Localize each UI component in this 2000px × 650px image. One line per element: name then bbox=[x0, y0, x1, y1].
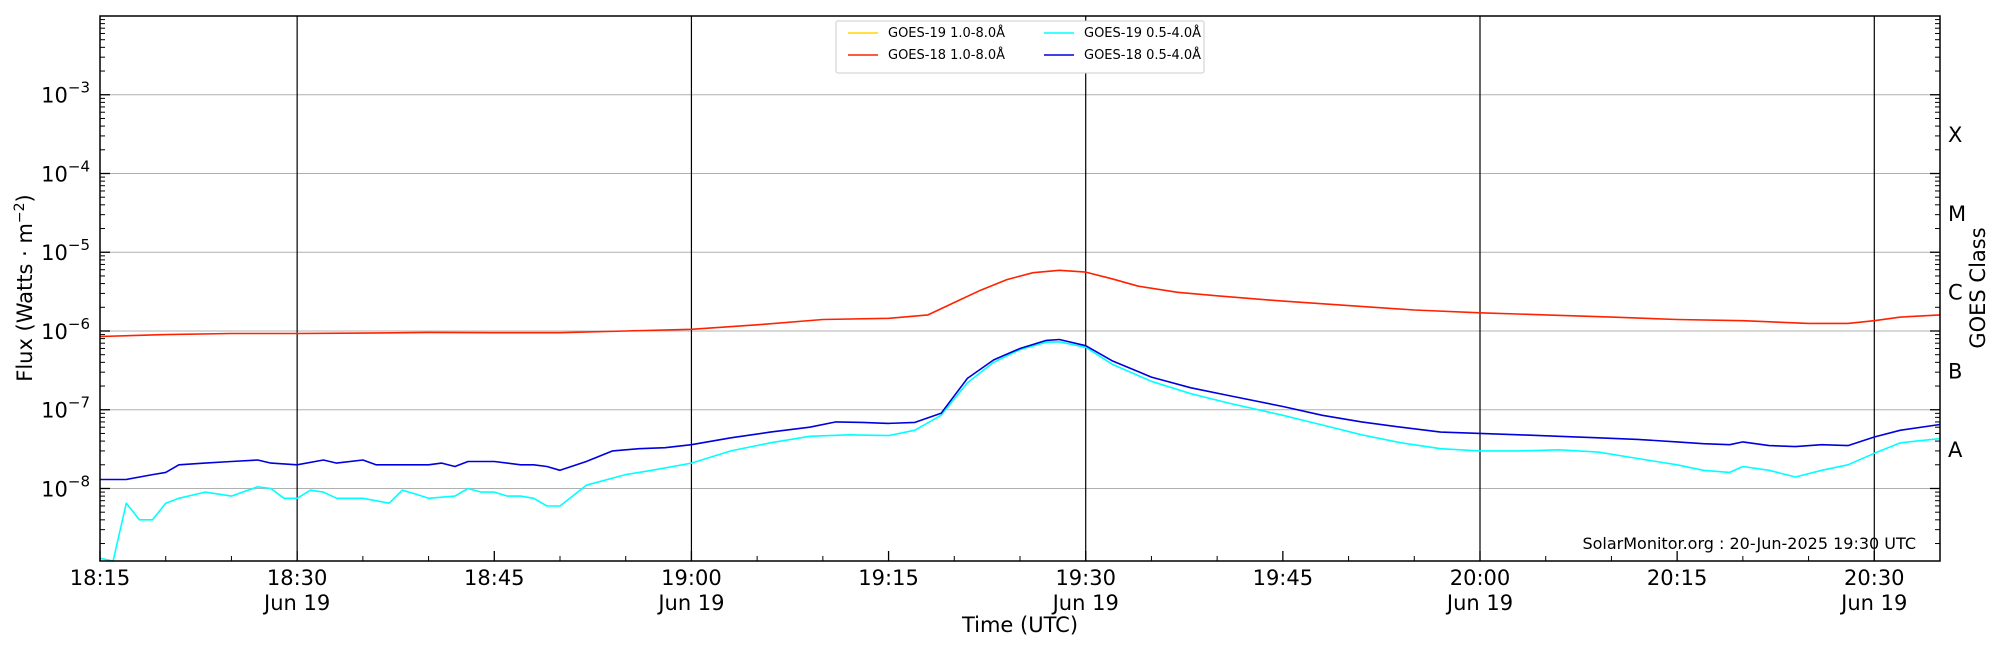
x-tick-label: 20:00 bbox=[1450, 566, 1511, 590]
y-tick-exponent: −3 bbox=[68, 79, 90, 97]
y-tick-label: 10−3 bbox=[41, 79, 90, 108]
y-tick-exponent: −4 bbox=[68, 157, 90, 175]
x-tick-label: 20:15 bbox=[1647, 566, 1708, 590]
y-tick-mantissa: 10 bbox=[41, 241, 68, 265]
x-tick-label: 18:30 bbox=[267, 566, 328, 590]
y-tick-exponent: −5 bbox=[68, 236, 90, 254]
y-tick-exponent: −6 bbox=[68, 315, 90, 333]
goes-class-label-c: C bbox=[1948, 281, 1963, 305]
plot-frame bbox=[99, 15, 1941, 562]
legend-entry: GOES-19 0.5-4.0Å bbox=[1084, 25, 1201, 41]
goes-class-label-x: X bbox=[1948, 123, 1962, 147]
legend-entry: GOES-19 1.0-8.0Å bbox=[888, 25, 1005, 41]
goes-class-label-b: B bbox=[1948, 359, 1962, 383]
y-axis-title: Flux (Watts · m−2) bbox=[12, 194, 37, 382]
goes-class-label-m: M bbox=[1948, 202, 1966, 226]
series-line-1 bbox=[99, 340, 1941, 562]
legend-entry: GOES-18 0.5-4.0Å bbox=[1084, 47, 1201, 63]
y-tick-mantissa: 10 bbox=[41, 162, 68, 186]
goes-class-labels: A B C M X bbox=[1948, 123, 1966, 462]
y-tick-labels: 10−810−710−610−510−410−3 bbox=[41, 79, 90, 502]
x-axis-title: Time (UTC) bbox=[961, 613, 1078, 637]
y-tick-exponent: −7 bbox=[68, 394, 90, 412]
y-tick-label: 10−7 bbox=[41, 394, 90, 423]
x-tick-date-label: Jun 19 bbox=[656, 591, 724, 615]
x-tick-label: 19:00 bbox=[661, 566, 722, 590]
y-axis-title-sup: −2 bbox=[12, 202, 28, 223]
y-tick-label: 10−5 bbox=[41, 236, 90, 265]
x-tick-label: 19:30 bbox=[1055, 566, 1116, 590]
y-tick-mantissa: 10 bbox=[41, 477, 68, 501]
x-tick-date-label: Jun 19 bbox=[262, 591, 330, 615]
x-tick-date-label: Jun 19 bbox=[1445, 591, 1513, 615]
x-tick-label: 18:45 bbox=[464, 566, 525, 590]
x-tick-date-label: Jun 19 bbox=[1051, 591, 1119, 615]
series-layer bbox=[99, 269, 1941, 562]
goes-class-label-a: A bbox=[1948, 438, 1963, 462]
y-tick-label: 10−8 bbox=[41, 472, 90, 501]
y-tick-label: 10−4 bbox=[41, 157, 90, 186]
legend: GOES-19 1.0-8.0Å GOES-18 1.0-8.0Å GOES-19 … bbox=[835, 20, 1205, 74]
y-tick-mantissa: 10 bbox=[41, 399, 68, 423]
source-annotation: SolarMonitor.org : 20-Jun-2025 19:30 UTC bbox=[1582, 534, 1916, 553]
x-tick-label: 19:15 bbox=[858, 566, 919, 590]
y-axis-title-main: Flux (Watts · m bbox=[13, 223, 37, 382]
y-tick-exponent: −8 bbox=[68, 472, 90, 490]
y-tick-mantissa: 10 bbox=[41, 84, 68, 108]
tick-layer bbox=[99, 19, 1941, 561]
y-tick-label: 10−6 bbox=[41, 315, 90, 344]
x-tick-label: 18:15 bbox=[70, 566, 131, 590]
series-line-3 bbox=[100, 338, 1941, 481]
x-tick-label: 19:45 bbox=[1253, 566, 1314, 590]
y-axis-title-close: ) bbox=[13, 194, 37, 202]
x-tick-date-label: Jun 19 bbox=[1839, 591, 1907, 615]
legend-entry: GOES-18 1.0-8.0Å bbox=[888, 47, 1005, 63]
series-line-2 bbox=[99, 269, 1941, 338]
y-tick-mantissa: 10 bbox=[41, 320, 68, 344]
legend-box bbox=[835, 20, 1205, 74]
vertical-marker-lines bbox=[296, 16, 1875, 561]
grid-layer bbox=[100, 94, 1940, 489]
x-tick-label: 20:30 bbox=[1844, 566, 1905, 590]
y2-axis-title: GOES Class bbox=[1966, 227, 1990, 348]
